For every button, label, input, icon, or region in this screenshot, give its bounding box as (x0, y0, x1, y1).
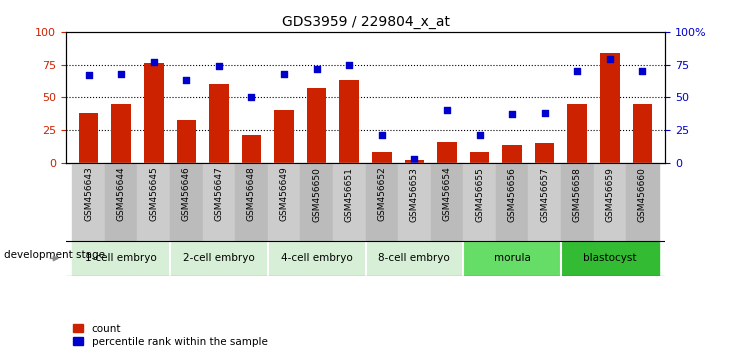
Bar (105, 163, 137, 241)
Bar (600, 53, 620, 163)
Bar (79, 113, 99, 163)
Bar (502, 144, 522, 163)
Bar (268, 241, 366, 276)
Bar (372, 152, 392, 163)
Text: GSM456648: GSM456648 (247, 167, 256, 222)
Point (474, 132, 485, 138)
Text: GSM456659: GSM456659 (605, 167, 614, 222)
Bar (535, 143, 554, 163)
Bar (594, 163, 626, 241)
Bar (144, 63, 164, 163)
Bar (437, 142, 457, 163)
Point (311, 66, 322, 72)
Text: GSM456653: GSM456653 (410, 167, 419, 222)
Point (148, 59, 159, 65)
Legend: count, percentile rank within the sample: count, percentile rank within the sample (71, 321, 270, 349)
Text: 2-cell embryo: 2-cell embryo (183, 253, 255, 263)
Point (279, 71, 290, 76)
Text: GSM456650: GSM456650 (312, 167, 321, 222)
Bar (431, 163, 463, 241)
Text: GSM456660: GSM456660 (638, 167, 647, 222)
Bar (632, 104, 652, 163)
Bar (137, 163, 170, 241)
Bar (307, 88, 327, 163)
Bar (268, 163, 300, 241)
Bar (170, 163, 202, 241)
Text: development stage: development stage (4, 250, 105, 260)
Point (115, 71, 127, 76)
Point (83, 72, 94, 78)
Bar (626, 163, 659, 241)
Text: GSM456649: GSM456649 (279, 167, 289, 222)
Bar (72, 241, 170, 276)
Point (572, 68, 583, 74)
Bar (561, 241, 659, 276)
Bar (177, 120, 196, 163)
Point (604, 57, 616, 62)
Bar (235, 163, 268, 241)
Text: GSM456647: GSM456647 (214, 167, 224, 222)
Bar (170, 241, 268, 276)
Point (246, 95, 257, 100)
Bar (463, 241, 561, 276)
Text: GSM456656: GSM456656 (507, 167, 517, 222)
Point (539, 110, 550, 116)
Text: 4-cell embryo: 4-cell embryo (281, 253, 352, 263)
Text: GSM456655: GSM456655 (475, 167, 484, 222)
Bar (339, 80, 359, 163)
Text: GSM456654: GSM456654 (442, 167, 452, 222)
Point (637, 68, 648, 74)
Bar (404, 160, 424, 163)
Bar (333, 163, 366, 241)
Point (181, 78, 192, 83)
Bar (567, 104, 587, 163)
Point (213, 63, 224, 69)
Bar (274, 110, 294, 163)
Bar (111, 104, 131, 163)
Bar (496, 163, 529, 241)
Bar (463, 163, 496, 241)
Bar (470, 152, 489, 163)
Text: morula: morula (493, 253, 531, 263)
Point (376, 132, 387, 138)
Point (507, 112, 518, 117)
Text: GSM456651: GSM456651 (345, 167, 354, 222)
Text: GSM456643: GSM456643 (84, 167, 93, 222)
Bar (366, 163, 398, 241)
Bar (529, 163, 561, 241)
Text: GSM456646: GSM456646 (182, 167, 191, 222)
Bar (300, 163, 333, 241)
Bar (202, 163, 235, 241)
Bar (242, 135, 261, 163)
Text: GSM456644: GSM456644 (117, 167, 126, 221)
Text: 8-cell embryo: 8-cell embryo (379, 253, 450, 263)
Bar (366, 241, 463, 276)
Bar (209, 84, 229, 163)
Text: GSM456657: GSM456657 (540, 167, 549, 222)
Title: GDS3959 / 229804_x_at: GDS3959 / 229804_x_at (281, 16, 450, 29)
Text: GSM456645: GSM456645 (149, 167, 158, 222)
Point (344, 62, 355, 68)
Text: 1-cell embryo: 1-cell embryo (86, 253, 157, 263)
Bar (398, 163, 431, 241)
Text: GSM456658: GSM456658 (573, 167, 582, 222)
Point (441, 108, 452, 113)
Point (409, 156, 420, 162)
Text: blastocyst: blastocyst (583, 253, 637, 263)
Bar (561, 163, 594, 241)
Bar (72, 163, 105, 241)
Text: GSM456652: GSM456652 (377, 167, 386, 222)
